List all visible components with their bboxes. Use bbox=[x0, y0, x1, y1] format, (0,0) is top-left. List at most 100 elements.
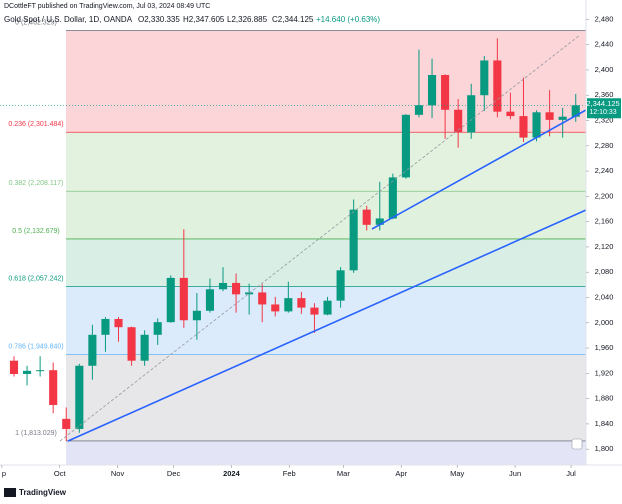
y-tick-label: 1,960 bbox=[595, 343, 614, 352]
candle-body bbox=[388, 177, 397, 219]
y-tick-label: 1,800 bbox=[595, 444, 614, 453]
fib-zone bbox=[66, 30, 586, 133]
y-tick-label: 2,200 bbox=[595, 191, 614, 200]
candle-body bbox=[532, 112, 541, 138]
candle-body bbox=[336, 270, 345, 301]
y-tick-label: 2,040 bbox=[595, 292, 614, 301]
y-tick-label: 2,240 bbox=[595, 166, 614, 175]
fib-label: 1 (1,813.029) bbox=[15, 430, 57, 437]
x-tick-label: Jun bbox=[509, 469, 521, 478]
candle-body bbox=[414, 105, 424, 115]
fib-zone bbox=[66, 354, 586, 441]
y-tick-label: 2,440 bbox=[595, 40, 614, 49]
candles bbox=[9, 38, 580, 441]
candle-body bbox=[375, 218, 384, 225]
candle-body bbox=[323, 300, 332, 315]
legend-close: C2,344.125 bbox=[272, 15, 314, 24]
y-tick-label: 1,840 bbox=[595, 419, 614, 428]
candle-body bbox=[467, 95, 476, 133]
candle-body bbox=[140, 334, 149, 361]
y-tick-label: 2,000 bbox=[595, 318, 614, 327]
x-tick-label: Feb bbox=[283, 469, 296, 478]
x-tick-label: Dec bbox=[167, 469, 181, 478]
y-tick-label: 2,080 bbox=[595, 267, 614, 276]
candle-body bbox=[114, 318, 123, 328]
candle-body bbox=[153, 322, 162, 335]
candle-body bbox=[258, 292, 267, 305]
fib-label: 0.786 (1,949.840) bbox=[8, 343, 63, 350]
y-tick-label: 2,120 bbox=[595, 242, 614, 251]
y-tick-label: 2,320 bbox=[595, 115, 614, 124]
fib-zone bbox=[66, 440, 586, 465]
candle-body bbox=[297, 298, 306, 308]
x-tick-label: Nov bbox=[111, 469, 125, 478]
fib-label: 0.236 (2,301.484) bbox=[8, 121, 63, 128]
candle-body bbox=[192, 310, 201, 321]
candle-body bbox=[480, 60, 489, 96]
fib-zone bbox=[66, 132, 586, 192]
candle-body bbox=[245, 292, 254, 295]
x-tick-label: May bbox=[450, 469, 464, 478]
candle-body bbox=[9, 360, 19, 374]
x-tick-label: Apr bbox=[395, 469, 407, 478]
last-price-box bbox=[587, 98, 621, 119]
candle-body bbox=[493, 60, 502, 112]
candle-body bbox=[401, 114, 410, 178]
x-tick-label: p bbox=[2, 469, 6, 478]
legend-change: +14.640 (+0.63%) bbox=[316, 15, 380, 24]
candle-body bbox=[36, 370, 45, 372]
logo-icon bbox=[4, 488, 16, 497]
countdown-label: 12:10:33 bbox=[589, 109, 616, 116]
fib-zone bbox=[66, 238, 586, 287]
candle-body bbox=[179, 277, 188, 321]
candle-body bbox=[49, 370, 58, 405]
fib-label: 0.618 (2,057.242) bbox=[8, 275, 63, 282]
published-note: DCottleFT published on TradingView.com, … bbox=[4, 3, 210, 10]
fib-zone bbox=[66, 191, 586, 239]
trend-line bbox=[371, 109, 587, 230]
candle-body bbox=[166, 277, 175, 323]
calendar-icon[interactable] bbox=[571, 438, 583, 450]
y-tick-label: 2,400 bbox=[595, 65, 614, 74]
candle-body bbox=[271, 304, 280, 312]
y-tick-label: 1,920 bbox=[595, 368, 614, 377]
candle-body bbox=[88, 334, 97, 366]
legend-title: Gold Spot / U.S. Dollar, 1D, OANDA bbox=[4, 15, 133, 24]
candle-body bbox=[232, 282, 241, 295]
last-price-label: 2,344.125 bbox=[586, 99, 619, 108]
legend-open: O2,330.335 bbox=[138, 15, 180, 24]
candle-body bbox=[519, 116, 528, 138]
overlays bbox=[0, 34, 587, 442]
candle-body bbox=[218, 282, 228, 290]
y-tick-label: 2,360 bbox=[595, 90, 614, 99]
candle-body bbox=[62, 418, 71, 429]
candle-body bbox=[101, 318, 110, 335]
trend-line bbox=[67, 209, 587, 442]
candle-body bbox=[454, 109, 463, 133]
legend-low: L2,326.885 bbox=[227, 15, 268, 24]
candle-body bbox=[571, 105, 580, 117]
x-tick-label: 2024 bbox=[223, 469, 241, 478]
fib-zones: 0 (2,462.329) 0.236 (2,301.484) 0.382 (2,2… bbox=[8, 19, 586, 465]
candle-body bbox=[441, 75, 450, 110]
fib-label: 0.5 (2,132.679) bbox=[12, 228, 59, 235]
x-tick-label: Oct bbox=[54, 469, 67, 478]
candle-body bbox=[205, 289, 215, 311]
candle-body bbox=[23, 370, 32, 374]
candle-body bbox=[127, 327, 136, 361]
candle-body bbox=[545, 112, 554, 120]
x-tick-label: Jul bbox=[566, 469, 576, 478]
y-tick-label: 1,880 bbox=[595, 394, 614, 403]
y-tick-label: 2,160 bbox=[595, 217, 614, 226]
candle-body bbox=[75, 365, 84, 429]
candle-body bbox=[349, 209, 358, 271]
fib-label: 0.382 (2,208.117) bbox=[9, 180, 64, 187]
candle-body bbox=[506, 111, 515, 117]
y-tick-label: 2,480 bbox=[595, 14, 614, 23]
candle-body bbox=[284, 298, 293, 312]
candle-body bbox=[427, 75, 437, 106]
fib-zone bbox=[66, 286, 586, 355]
logo-text: TradingView bbox=[19, 488, 67, 497]
legend-high: H2,347.605 bbox=[183, 15, 225, 24]
